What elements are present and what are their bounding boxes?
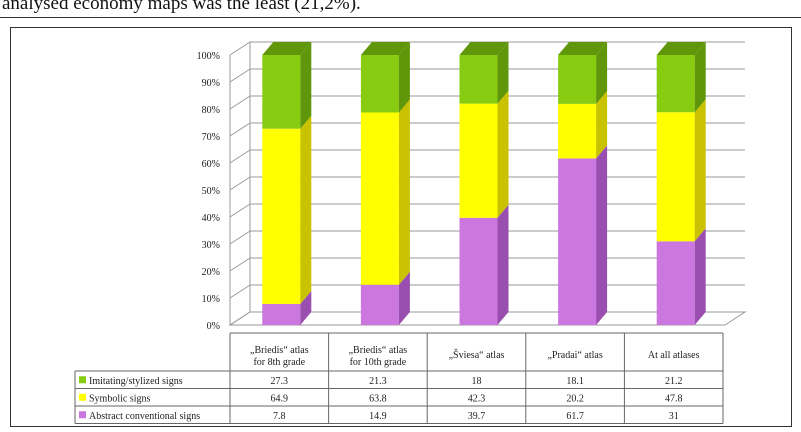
bar-top	[459, 42, 509, 55]
y-tick-label: 70%	[202, 132, 220, 143]
y-tick-label: 0%	[207, 321, 220, 332]
bar-segment-side	[398, 99, 410, 285]
y-tick-label: 50%	[202, 186, 220, 197]
legend-label: Symbolic signs	[89, 393, 151, 404]
bar-segment-side	[596, 90, 608, 159]
category-label: for 8th grade	[253, 357, 305, 368]
bar-segment-front	[656, 241, 695, 325]
gridline-depth	[229, 122, 251, 137]
bar-segment-front	[262, 303, 301, 325]
y-tick-label: 80%	[202, 105, 220, 116]
bar-segment-front	[558, 158, 597, 325]
gridline-depth	[229, 203, 251, 218]
table-cell: 18.1	[566, 376, 584, 387]
legend-swatch	[79, 393, 86, 401]
category-label: At all atlases	[648, 350, 700, 361]
category-label: „Briedis“ atlas	[250, 345, 309, 356]
gridline-depth	[229, 230, 251, 245]
bar-segment-front	[262, 55, 301, 129]
bar-segment-front	[656, 55, 695, 113]
bar-segment-side	[694, 42, 706, 113]
bar-top	[656, 42, 706, 55]
bar-segment-front	[360, 55, 399, 113]
gridline-depth	[229, 149, 251, 164]
table-cell: 14.9	[369, 411, 387, 422]
bar-segment-front	[656, 112, 695, 242]
caption-text: analysed economy maps was the least (21,…	[2, 0, 361, 14]
category-label: „Briedis“ atlas	[349, 345, 408, 356]
bar-segment-side	[398, 42, 410, 113]
bar-segment-front	[360, 284, 399, 325]
table-cell: 18	[472, 376, 482, 387]
bar-segment-front	[262, 128, 301, 304]
table-cell: 42.3	[468, 393, 486, 404]
caption-divider	[0, 17, 801, 18]
gridline-depth	[229, 176, 251, 191]
bar-segment-front	[360, 112, 399, 285]
y-tick-label: 20%	[202, 267, 220, 278]
y-tick-label: 90%	[202, 78, 220, 89]
bar-segment-side	[497, 204, 509, 325]
y-tick-label: 10%	[202, 294, 220, 305]
category-label: „Šviesa“ atlas	[449, 349, 505, 361]
bar-segment-side	[300, 290, 312, 325]
bar-segment-front	[459, 103, 498, 218]
gridline-depth	[229, 257, 251, 272]
chart-frame	[10, 27, 792, 427]
table-cell: 47.8	[665, 393, 683, 404]
gridline-depth	[229, 284, 251, 299]
gridline-depth	[229, 41, 251, 56]
table-cell: 20.2	[566, 393, 584, 404]
legend-label: Abstract conventional signs	[89, 411, 200, 422]
table-cell: 61.7	[566, 411, 584, 422]
category-label: for 10th grade	[350, 357, 407, 368]
legend-swatch	[79, 411, 86, 419]
bar-top	[360, 42, 410, 55]
bar-segment-side	[497, 42, 509, 104]
table-cell: 7.8	[273, 411, 286, 422]
gridline-depth	[229, 68, 251, 83]
legend-label: Imitating/stylized signs	[89, 376, 183, 387]
bar-segment-side	[398, 271, 410, 325]
bar-top	[558, 42, 608, 55]
bar-segment-side	[300, 42, 312, 129]
y-tick-label: 60%	[202, 159, 220, 170]
y-tick-label: 100%	[197, 51, 220, 62]
table-cell: 27.3	[271, 376, 289, 387]
table-cell: 21.3	[369, 376, 387, 387]
bar-segment-front	[558, 103, 597, 159]
category-label: „Pradai“ atlas	[547, 350, 602, 361]
bar-segment-front	[558, 55, 597, 104]
table-cell: 39.7	[468, 411, 486, 422]
legend-swatch	[79, 376, 86, 384]
gridline-depth	[229, 95, 251, 110]
bar-top	[262, 42, 312, 55]
table-cell: 63.8	[369, 393, 387, 404]
y-tick-label: 40%	[202, 213, 220, 224]
y-tick-label: 30%	[202, 240, 220, 251]
bar-segment-front	[459, 55, 498, 104]
bar-segment-side	[694, 228, 706, 325]
bar-segment-side	[497, 90, 509, 218]
bar-segment-side	[596, 42, 608, 104]
table-cell: 21.2	[665, 376, 683, 387]
bar-segment-side	[300, 115, 312, 304]
bar-segment-front	[459, 217, 498, 325]
table-cell: 31	[669, 411, 679, 422]
bar-segment-side	[596, 145, 608, 325]
bar-segment-side	[694, 99, 706, 242]
table-cell: 64.9	[271, 393, 289, 404]
